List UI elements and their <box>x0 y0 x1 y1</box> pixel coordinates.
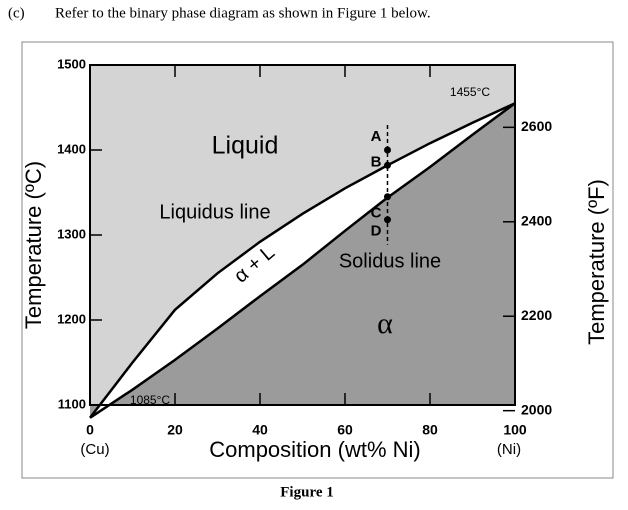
x-tick-label: 40 <box>252 422 268 438</box>
phase-line <box>89 102 516 419</box>
alpha-region <box>90 103 515 418</box>
figure-caption: Figure 1 <box>280 484 333 500</box>
point-label: A <box>371 128 382 145</box>
y-tick-label: 1100 <box>58 396 86 411</box>
line-label: Solidus line <box>339 250 441 272</box>
region-label: Liquid <box>212 132 279 160</box>
y-tick-label: 1300 <box>57 226 86 241</box>
x-tick-label: 100 <box>503 422 527 438</box>
y2-tick-label: 2600 <box>521 118 552 134</box>
state-point <box>384 146 391 154</box>
y-tick-label: 1400 <box>57 141 86 156</box>
region-label: α <box>377 307 393 340</box>
point-label: B <box>371 153 382 170</box>
y2-tick-label: 2000 <box>521 401 552 417</box>
y-tick-label: 1500 <box>57 56 86 71</box>
x-tick-label: 20 <box>167 422 183 438</box>
point-label: D <box>371 223 382 240</box>
state-point <box>384 161 391 169</box>
line-label: Liquidus line <box>159 201 270 223</box>
x-axis-label: Composition (wt% Ni) <box>209 437 421 462</box>
point-label: C <box>371 205 382 222</box>
x-tick-label: 80 <box>422 422 438 438</box>
annotation: 1455°C <box>450 85 490 99</box>
x-end-label: (Ni) <box>497 441 521 458</box>
y2-tick-label: 2400 <box>521 212 552 228</box>
y2-tick-label: 2200 <box>521 307 552 323</box>
state-point <box>384 216 391 224</box>
y-tick-label: 1200 <box>57 311 86 326</box>
state-point <box>384 193 391 201</box>
x-tick-label: 60 <box>337 422 353 438</box>
x-end-label: (Cu) <box>80 441 109 458</box>
figure-frame <box>21 41 614 479</box>
phase-line <box>89 102 516 419</box>
y2-axis-label: Temperature (ºF) <box>584 179 609 345</box>
annotation: 1085°C <box>130 393 170 407</box>
question-text: Refer to the binary phase diagram as sho… <box>55 5 431 21</box>
question-label: (c) <box>8 5 25 21</box>
x-tick-label: 0 <box>86 422 94 438</box>
y-axis-label: Temperature (ºC) <box>21 161 46 329</box>
